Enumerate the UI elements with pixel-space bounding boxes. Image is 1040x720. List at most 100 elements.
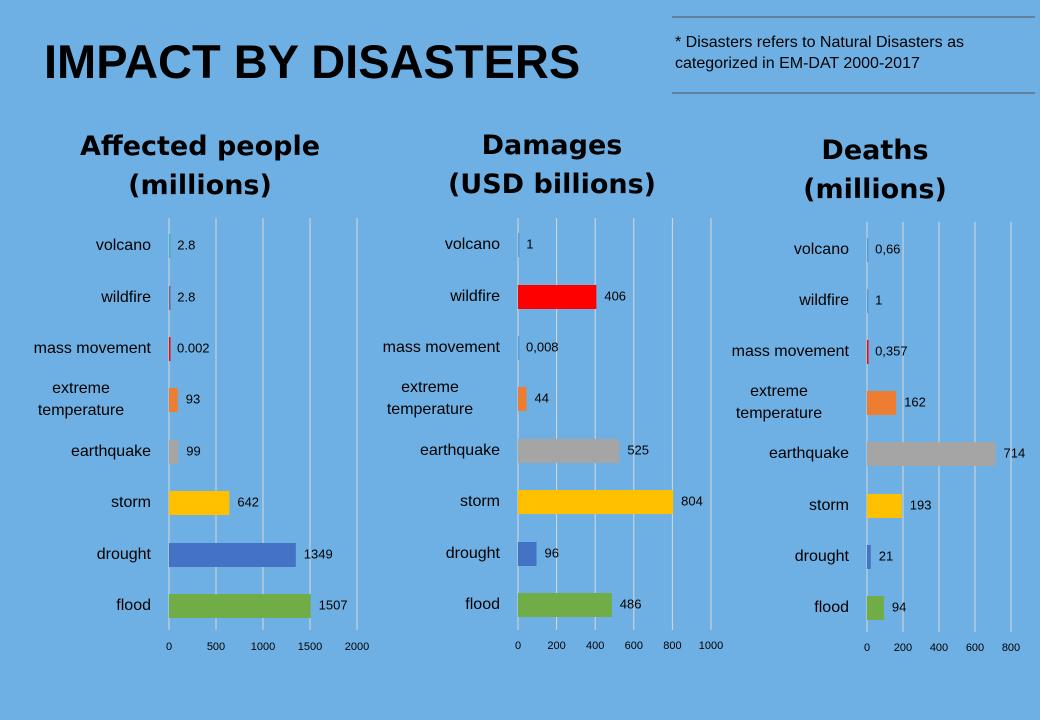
category-label: earthquake [360,426,500,476]
value-label: 94 [892,599,906,614]
category-text: extreme temperature [37,380,125,419]
value-label: 21 [879,548,893,563]
value-label: 2.8 [177,237,195,252]
value-label: 406 [604,288,626,303]
category-label: mass movement [360,323,500,373]
bar [867,596,884,620]
category-label: flood [709,583,849,633]
category-text: flood [465,596,500,613]
bar [518,233,520,257]
category-label: wildfire [709,276,849,326]
category-label: storm [11,478,151,528]
value-label: 2.8 [177,289,195,304]
category-label: mass movement [709,327,849,377]
category-text: wildfire [101,289,151,306]
chart-title: Deaths (millions) [803,135,947,205]
category-text: drought [445,545,500,562]
x-tick-label: 500 [207,641,225,653]
x-tick-label: 200 [894,642,912,654]
value-label: 93 [186,391,200,406]
category-text: wildfire [799,292,849,309]
category-text: storm [460,493,500,510]
value-label: 193 [910,497,932,512]
x-tick-label: 600 [625,640,643,652]
category-text: earthquake [70,443,151,460]
bar [867,494,902,518]
category-text: flood [116,597,151,614]
category-text: drought [794,548,849,565]
category-label: extreme temperature [11,375,151,425]
value-label: 162 [904,394,926,409]
x-tick-label: 400 [930,642,948,654]
bar [169,491,230,515]
bar [169,337,171,361]
category-label: volcano [360,220,500,270]
bar [867,340,869,364]
category-text: extreme temperature [386,379,474,418]
x-tick-label: 600 [966,642,984,654]
bar [169,543,296,567]
bar [518,490,674,514]
category-label: storm [709,481,849,531]
bar [518,285,597,309]
x-tick-label: 2000 [345,641,369,653]
x-tick-label: 1000 [699,640,723,652]
bar [867,391,897,415]
category-text: volcano [793,241,849,258]
x-tick-label: 800 [663,640,681,652]
category-label: earthquake [709,429,849,479]
value-label: 1349 [304,546,333,561]
x-tick-label: 200 [547,640,565,652]
category-label: flood [11,581,151,631]
value-label: 44 [534,390,548,405]
value-label: 642 [237,494,259,509]
value-label: 99 [186,443,200,458]
bar [867,545,871,569]
value-label: 714 [1004,445,1026,460]
x-tick-label: 0 [166,641,172,653]
x-tick-label: 1000 [251,641,275,653]
value-label: 1 [526,236,533,251]
category-text: volcano [95,237,151,254]
value-label: 1 [875,292,882,307]
category-label: extreme temperature [709,378,849,428]
bar [169,286,171,310]
x-tick-label: 0 [515,640,521,652]
bar [518,439,620,463]
bar [518,542,537,566]
category-text: earthquake [419,442,500,459]
value-label: 96 [545,545,559,560]
value-label: 0,357 [875,343,908,358]
category-label: extreme temperature [360,374,500,424]
category-label: storm [360,477,500,527]
value-label: 0,008 [526,339,559,354]
category-label: flood [360,580,500,630]
slide-title: IMPACT BY DISASTERS [44,35,581,88]
category-text: volcano [444,236,500,253]
category-text: storm [111,494,151,511]
bar [867,442,996,466]
category-label: drought [360,529,500,579]
bar [867,238,869,262]
category-text: storm [809,497,849,514]
category-text: drought [96,546,151,563]
bar [518,387,527,411]
category-text: mass movement [382,339,500,356]
bar [518,336,520,360]
value-label: 525 [627,442,649,457]
x-tick-label: 800 [1002,642,1020,654]
chart-title: Damages (USD billions) [447,130,657,200]
category-label: drought [11,530,151,580]
bar [169,594,311,618]
category-label: drought [709,532,849,582]
bar [169,440,179,464]
bar [169,388,178,412]
category-label: volcano [709,225,849,275]
category-label: wildfire [360,272,500,322]
x-tick-label: 1500 [298,641,322,653]
value-label: 804 [681,493,703,508]
note: * Disasters refers to Natural Disasters … [675,34,964,72]
category-text: earthquake [768,445,849,462]
bar [518,593,612,617]
